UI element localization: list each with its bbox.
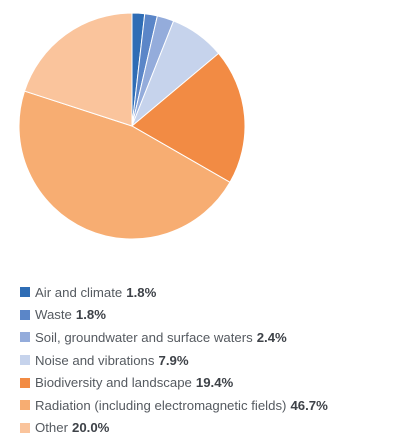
legend-label: Biodiversity and landscape (35, 375, 192, 391)
legend-item: Waste 1.8% (20, 304, 328, 327)
legend-value: 46.7% (290, 397, 328, 413)
legend-item: Radiation (including electromagnetic fie… (20, 394, 328, 417)
legend-value: 7.9% (158, 352, 189, 368)
pie-slice-6 (23, 12, 133, 127)
legend-value: 1.8% (126, 284, 157, 300)
legend-value: 20.0% (71, 420, 110, 436)
legend-swatch (20, 309, 30, 320)
pie-legend: Air and climate 1.8% Waste 1.8% Soil, ground… (20, 281, 328, 439)
legend-label: Air and climate (35, 284, 123, 300)
legend-item: Soil, groundwater and surface waters 2.4% (20, 326, 328, 349)
legend-value: 19.4% (195, 375, 234, 391)
legend-label: Radiation (including electromagnetic fie… (35, 397, 287, 413)
legend-swatch (20, 287, 30, 298)
legend-label: Other (35, 420, 68, 436)
legend-swatch (20, 422, 30, 433)
legend-value: 1.8% (75, 307, 106, 323)
pie-slice-4 (131, 52, 246, 183)
legend-label: Waste (35, 307, 72, 323)
legend-swatch (20, 377, 30, 388)
legend-item: Air and climate 1.8% (20, 281, 328, 304)
legend-item: Noise and vibrations 7.9% (20, 349, 328, 372)
legend-swatch (20, 355, 30, 366)
legend-swatch (20, 400, 30, 411)
legend-label: Noise and vibrations (35, 352, 155, 368)
legend-item: Biodiversity and landscape 19.4% (20, 371, 328, 394)
legend-label: Soil, groundwater and surface waters (35, 329, 253, 345)
pie-slice-5 (18, 90, 231, 240)
pie-chart (18, 12, 246, 240)
legend-item: Other 20.0% (20, 417, 328, 440)
legend-swatch (20, 332, 30, 343)
legend-value: 2.4% (256, 329, 287, 345)
